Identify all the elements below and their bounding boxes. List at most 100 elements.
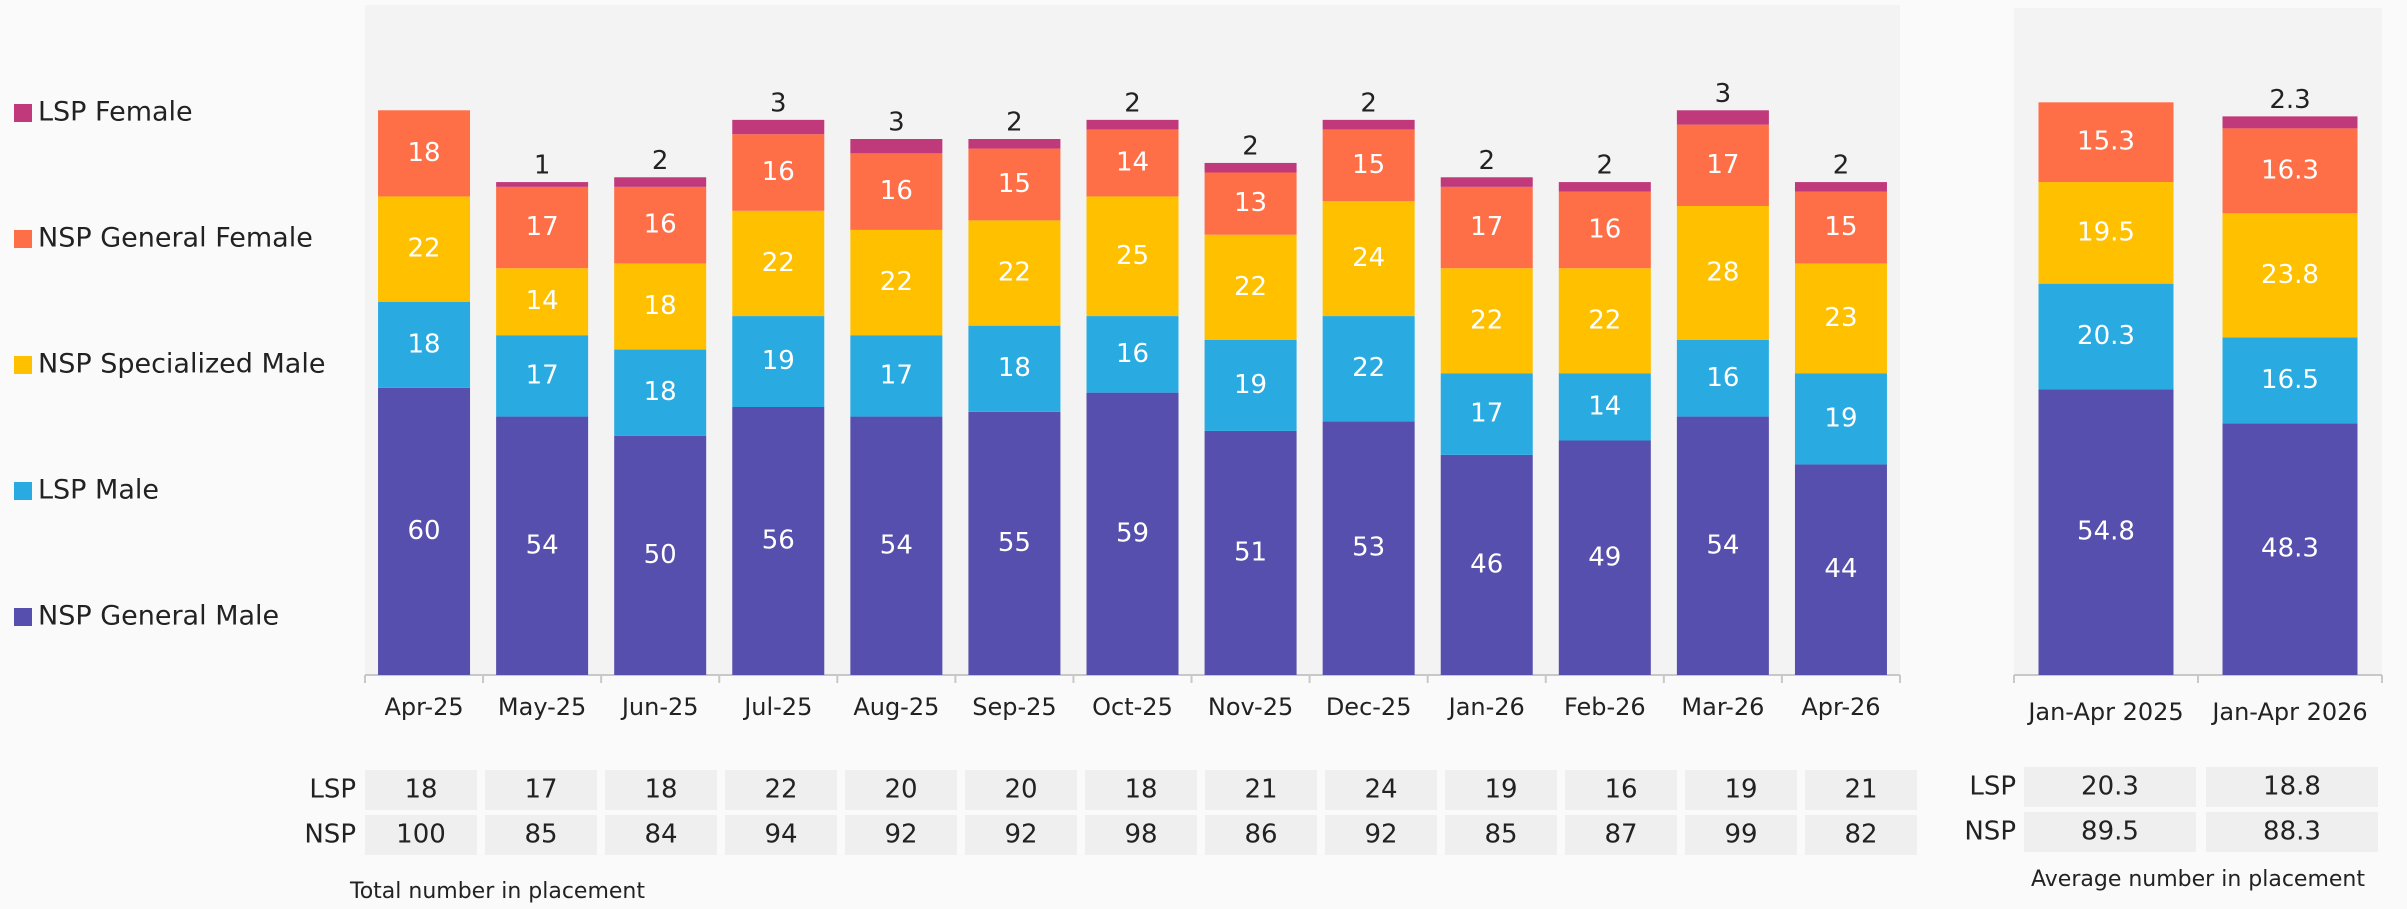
table-value: 21 [1244,775,1277,805]
bar-segment [1204,234,1297,340]
data-label: 17 [526,212,559,242]
table-value: 85 [1484,820,1517,850]
bar-segment [1794,373,1887,465]
bar-segment [732,119,825,135]
data-label: 16 [1706,363,1739,393]
data-label: 15 [1824,212,1857,242]
data-label: 16 [644,210,677,240]
data-label: 2.3 [2269,85,2310,115]
data-label: 3 [1715,79,1732,109]
data-label: 23 [1824,303,1857,333]
table-cell [1325,815,1437,855]
bar-segment [378,196,471,302]
table-cell [1805,770,1917,810]
data-label: 2 [1360,88,1377,118]
data-label: 16 [762,157,795,187]
bar-segment [968,411,1061,675]
legend-label: NSP General Male [38,601,279,632]
bar-segment [614,177,707,187]
data-label: 17 [1470,212,1503,242]
table-cell [845,770,957,810]
data-label: 2 [1833,151,1850,181]
bar-segment [1086,129,1179,197]
table-cell [1085,770,1197,810]
table-value: 82 [1844,820,1877,850]
data-label: 28 [1706,258,1739,288]
data-label: 54 [880,530,913,560]
x-tick-label: Jan-26 [1447,693,1525,721]
table-cell [2024,767,2196,807]
bar-segment [1794,263,1887,374]
bar-segment [1676,110,1769,125]
table-row-label: NSP [304,820,356,850]
data-label: 2 [1006,108,1023,138]
table-cell [1565,770,1677,810]
x-tick-label: Nov-25 [1208,693,1293,721]
data-label: 15.3 [2077,127,2135,157]
bar-segment [1676,206,1769,340]
data-label: 16 [1116,339,1149,369]
bar-segment [1676,340,1769,417]
legend-label: NSP General Female [38,223,313,254]
bar-segment [1794,191,1887,264]
bar-segment [1322,201,1415,317]
bar-segment [496,268,589,336]
bar-segment [378,110,471,197]
data-label: 18 [644,291,677,321]
table-row-label: LSP [1969,772,2016,802]
x-tick-label: May-25 [498,693,586,721]
table-value: 18 [1124,775,1157,805]
data-label: 16.5 [2261,365,2319,395]
table-value: 85 [524,820,557,850]
table-cell [1445,815,1557,855]
data-label: 17 [526,360,559,390]
table-value: 99 [1724,820,1757,850]
table-value: 22 [764,775,797,805]
data-label: 54 [1706,530,1739,560]
legend-label: LSP Female [38,97,193,128]
data-label: 48.3 [2261,534,2319,564]
table-value: 86 [1244,820,1277,850]
table-cell [1565,815,1677,855]
data-label: 60 [407,516,440,546]
bar-segment [1086,316,1179,393]
legend-label: NSP Specialized Male [38,349,325,380]
table-value: 92 [1004,820,1037,850]
data-label: 19 [1234,370,1267,400]
table-cell [2206,767,2378,807]
bar-segment [614,263,707,350]
data-label: 22 [1470,305,1503,335]
table-value: 19 [1724,775,1757,805]
legend-label: LSP Male [38,475,159,506]
data-label: 54 [526,530,559,560]
data-label: 13 [1234,188,1267,218]
table-value: 100 [396,820,446,850]
bar-segment [850,229,943,336]
table-cell [1685,815,1797,855]
data-label: 50 [644,540,677,570]
data-label: 2 [652,146,669,176]
bar-segment [1322,119,1415,130]
legend-swatch [14,104,32,122]
bar-segment [1440,373,1533,455]
bar-segment [1558,440,1651,675]
legend-swatch [14,608,32,626]
data-label: 22 [1234,272,1267,302]
x-tick-label: Oct-25 [1092,693,1173,721]
bar-segment [1558,182,1651,192]
table-value: 24 [1364,775,1397,805]
data-label: 3 [770,88,787,118]
data-label: 17 [880,360,913,390]
bar-segment [614,435,707,675]
table-value: 18.8 [2263,772,2321,802]
bar-segment [496,335,589,417]
bar-segment [1086,392,1179,675]
data-label: 1 [534,151,551,181]
data-label: 16 [880,176,913,206]
bar-segment [732,210,825,317]
data-label: 19.5 [2077,217,2135,247]
data-label: 18 [998,353,1031,383]
data-label: 14 [526,286,559,316]
table-value: 18 [404,775,437,805]
data-label: 22 [998,258,1031,288]
